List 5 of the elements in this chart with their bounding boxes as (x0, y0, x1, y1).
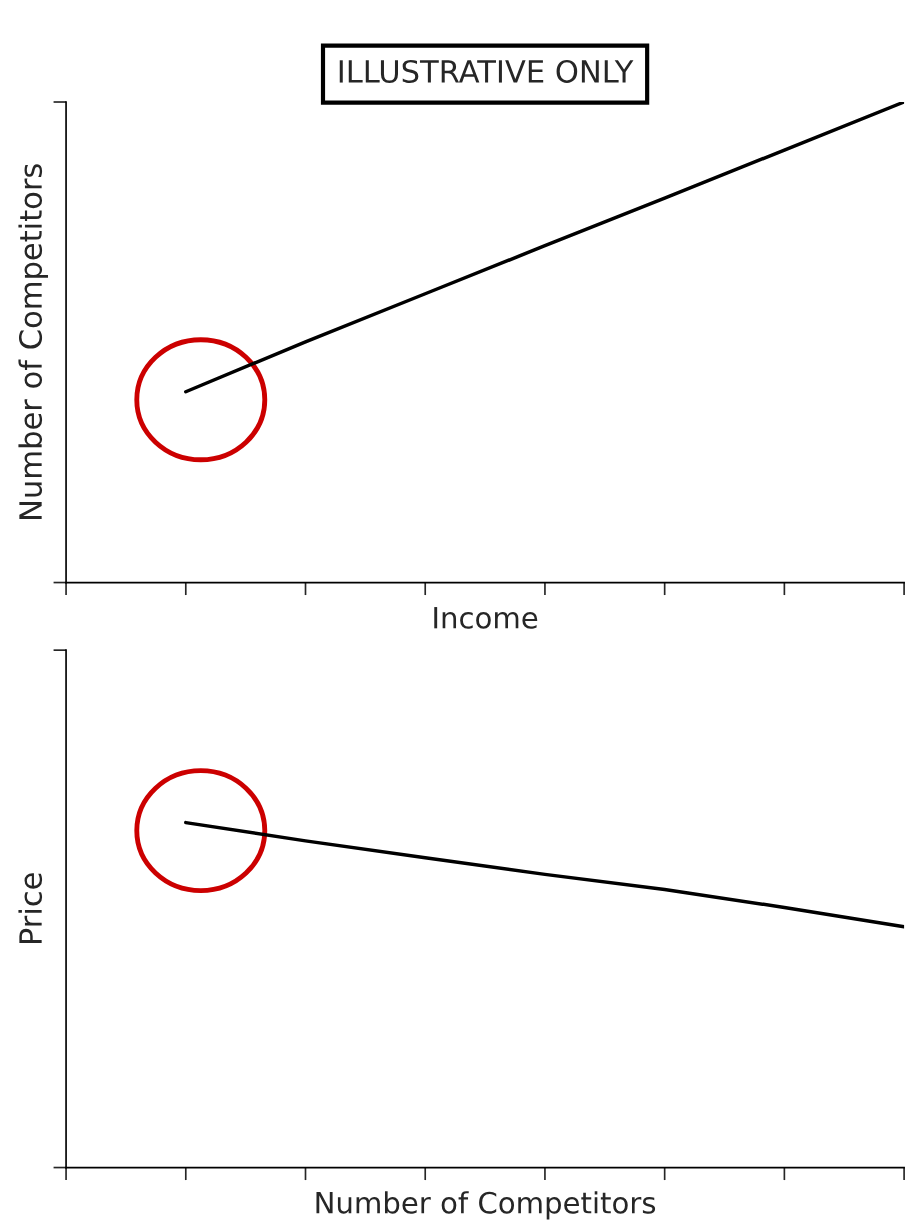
chart-title: ILLUSTRATIVE ONLY (339, 59, 634, 83)
x-axis-title: Income (434, 607, 538, 629)
y-axis-title: Number of Competitors (18, 164, 49, 519)
x-axis-title: Number of Competitors (316, 1191, 656, 1220)
y-axis-title: Price (18, 873, 43, 944)
